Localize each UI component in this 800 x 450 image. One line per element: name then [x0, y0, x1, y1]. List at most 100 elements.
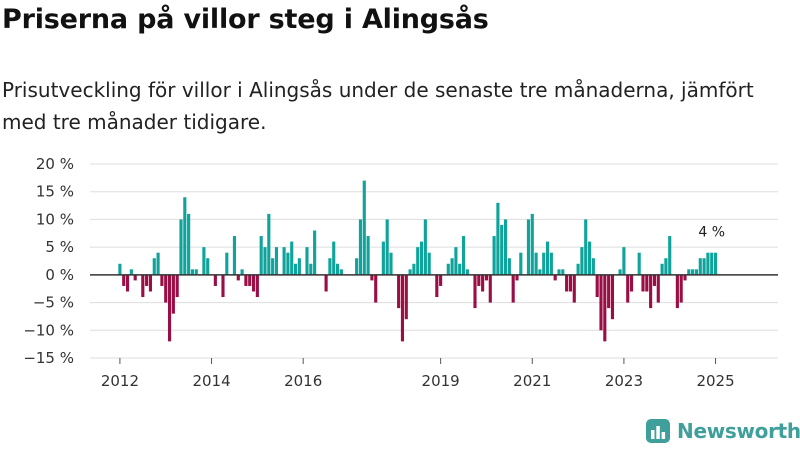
bar [557, 269, 561, 275]
bar [473, 274, 477, 309]
bar [129, 269, 133, 275]
bar [599, 274, 603, 331]
brand-name: Newsworthy [677, 419, 800, 443]
bar [691, 269, 695, 275]
bar [259, 236, 263, 275]
bar [668, 236, 672, 275]
chart-title: Priserna på villor steg i Alingsås [2, 4, 489, 35]
y-tick-label: 20 % [36, 155, 74, 173]
bar [603, 274, 607, 342]
bar [381, 241, 385, 275]
bar [683, 274, 687, 281]
bar [481, 274, 485, 292]
bar [530, 213, 534, 275]
bar [706, 252, 710, 275]
bar [465, 269, 469, 275]
bar [328, 258, 332, 275]
bar [526, 219, 531, 275]
bar [488, 274, 492, 303]
bar [503, 219, 508, 275]
x-axis-labels: 2012 2014 2016 2019 2021 2023 2025 [101, 358, 735, 390]
bar [534, 252, 538, 275]
y-tick-label: 5 % [45, 238, 74, 256]
bar [687, 269, 691, 275]
last-value-label: 4 % [698, 225, 725, 241]
x-tick-label: 2025 [696, 372, 734, 390]
bar [389, 252, 393, 275]
bar [385, 219, 389, 275]
bar [412, 263, 416, 275]
bar [267, 213, 271, 275]
bar [519, 252, 523, 275]
bar [290, 241, 294, 275]
bar [496, 202, 500, 275]
bar [694, 269, 699, 275]
bar [626, 274, 630, 303]
bar [152, 258, 156, 275]
bar [427, 252, 431, 275]
bar [332, 241, 336, 275]
bar [645, 274, 649, 292]
bar [251, 274, 256, 292]
bar [282, 247, 286, 275]
bar [335, 263, 340, 275]
bar [244, 274, 248, 286]
bar [125, 274, 130, 292]
bar [641, 274, 645, 292]
bar [164, 274, 168, 303]
gridlines [90, 163, 778, 359]
bar [572, 274, 576, 303]
bar [652, 274, 657, 286]
bar [584, 219, 588, 275]
bar [675, 274, 679, 309]
bar [271, 258, 275, 275]
bar [133, 274, 137, 281]
bar [255, 274, 259, 298]
y-tick-label: −5 % [33, 294, 74, 312]
bar [664, 258, 668, 275]
bar [404, 274, 408, 320]
bar [183, 197, 187, 275]
y-tick-label: 10 % [36, 210, 74, 228]
bar [698, 258, 702, 275]
bar [236, 274, 240, 281]
bar-chart: 20 %15 %10 %5 %0 %−5 %−10 %−15 % 2012 201… [23, 155, 778, 390]
bar [649, 274, 653, 309]
bar [515, 274, 519, 281]
bar [607, 274, 611, 309]
bar [408, 269, 412, 275]
bar [397, 274, 401, 309]
bar [492, 236, 496, 275]
bar [507, 258, 511, 275]
bar [122, 274, 126, 286]
bar [309, 263, 313, 275]
bar [225, 252, 229, 275]
bar [305, 247, 309, 275]
x-tick-label: 2019 [422, 372, 460, 390]
bar [286, 252, 290, 275]
bar [629, 274, 634, 292]
bar [656, 274, 660, 303]
x-tick-label: 2023 [605, 372, 643, 390]
bar [171, 274, 175, 314]
bar [175, 274, 179, 298]
x-tick-label: 2021 [513, 372, 551, 390]
newsworthy-icon [646, 419, 670, 443]
chart-subtitle: Prisutveckling för villor i Alingsås und… [2, 78, 754, 134]
newsworthy-logo: Newsworthy [645, 418, 800, 444]
bar [324, 274, 328, 292]
bar [293, 263, 298, 275]
bar [553, 274, 557, 281]
bar [461, 236, 466, 275]
bar [484, 274, 489, 281]
bar [702, 258, 706, 275]
bar [618, 269, 622, 275]
bar [362, 180, 366, 275]
bars [118, 180, 718, 342]
bar [710, 252, 714, 275]
y-tick-label: −10 % [23, 321, 74, 339]
bar [187, 213, 191, 275]
bar [565, 274, 569, 292]
bar [610, 274, 615, 320]
x-tick-label: 2012 [101, 372, 139, 390]
